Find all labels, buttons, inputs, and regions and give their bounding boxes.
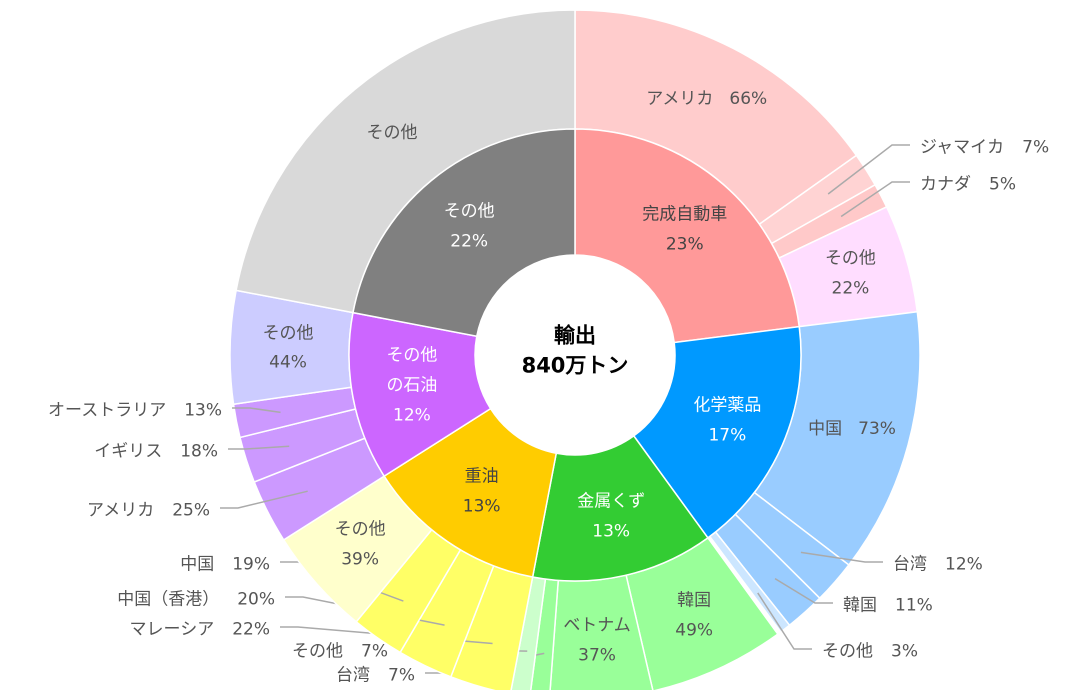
slice-name: その他 [824,248,876,269]
category-value: 12% [393,404,431,425]
leader-line [757,592,812,650]
callout-label: その他 7% [292,637,388,662]
slice-label: 韓国 49% [675,586,713,646]
slice-name: その他 [334,519,386,540]
slice-value: 73% [858,419,896,440]
slice-value: 13% [184,400,222,421]
inner-label: 金属くず 13% [577,487,645,547]
slice-value: 19% [232,554,270,575]
slice-name: その他 [822,641,873,662]
category-value: 23% [665,234,704,255]
slice-value: 37% [578,645,616,666]
inner-label: その他 22% [444,197,495,257]
slice-value: 66% [729,89,768,110]
slice-name: 台湾 [336,665,371,686]
slice-value: 3% [891,641,918,662]
inner-label: 完成自動車 23% [642,201,727,261]
slice-name: 台湾 [893,554,927,575]
slice-label: ベトナム 37% [563,611,631,671]
callout-label: アメリカ 25% [87,496,210,521]
leader-line [774,577,833,604]
slice-name: ジャマイカ [920,137,1005,158]
slice-name: 韓国 [677,590,712,611]
slice-value: 12% [945,554,983,575]
slice-name: 中国 [180,554,215,575]
slice-name: マレーシア [129,619,215,640]
inner-label: その他の石油 12% [386,341,439,430]
leader-line [827,144,910,195]
category-value: 13% [462,496,501,517]
category-name: 完成自動車 [642,204,728,225]
callout-label: その他 3% [822,637,918,662]
leader-line [220,490,308,509]
leader-line [228,445,290,450]
slice-label: その他 22% [825,245,876,305]
slice-name: 中国 [808,419,843,440]
inner-slice [352,128,576,338]
slice-label: アメリカ 66% [646,85,767,115]
slice-value: 44% [269,352,307,373]
center-hole [475,255,675,455]
leader-line [840,181,910,218]
slice-name: ベトナム [563,615,631,636]
slice-value: 39% [341,549,380,570]
category-name: 化学薬品 [693,395,762,416]
slice-name: アメリカ [87,500,155,521]
slice-name: イギリス [94,441,163,462]
category-value: 13% [592,521,631,541]
callout-label: マレーシア 22% [130,615,270,640]
category-value: 17% [708,424,747,445]
leader-line [232,407,281,414]
category-name: 重油 [464,466,499,487]
category-name: その他の石油 [386,345,438,396]
callout-label: オーストラリア 13% [48,396,222,421]
category-name: その他 [443,201,495,222]
slice-label: その他 39% [335,516,386,576]
slice-label: その他 44% [263,319,314,379]
center-line: 840万トン [521,354,629,378]
slice-value: 22% [831,278,870,299]
leader-line [800,551,883,563]
callout-label: カナダ 5% [920,170,1016,195]
slice-value: 5% [989,174,1016,195]
callout-label: 台湾 12% [893,550,983,575]
slice-name: その他 [366,122,418,143]
slice-name: オーストラリア [48,400,167,421]
slice-name: カナダ [920,174,971,195]
slice-value: 7% [388,665,415,686]
slice-value: 11% [895,595,933,616]
center-line: 輸出 [554,323,596,348]
slice-value: 7% [1022,137,1050,158]
inner-label: 化学薬品 17% [693,391,761,451]
slice-value: 49% [675,620,714,641]
slice-name: その他 [292,641,344,662]
slice-value: 25% [172,500,210,521]
slice-name: 韓国 [843,595,877,616]
slice-value: 22% [232,619,270,640]
callout-label: イギリス 18% [94,437,218,462]
callout-label: ジャマイカ 7% [920,133,1049,158]
slice-value: 7% [361,641,388,662]
callout-label: 中国 19% [180,550,270,575]
slice-label: 中国 73% [808,415,896,445]
slice-value: 18% [180,441,218,462]
slice-label: その他 [367,119,418,149]
slice-name: 中国（香港） [117,589,220,610]
callout-label: 韓国 11% [843,591,933,616]
slice-value: 20% [237,589,275,610]
slice-name: アメリカ [646,89,714,110]
callout-label: 中国（香港） 20% [117,585,275,610]
category-name: 金属くず [577,491,646,512]
callout-label: 台湾 7% [336,661,415,686]
slice-name: その他 [262,322,314,343]
category-value: 22% [450,231,489,252]
inner-label: 重油 13% [463,463,501,523]
center-label: 輸出 840万トン [522,321,629,382]
